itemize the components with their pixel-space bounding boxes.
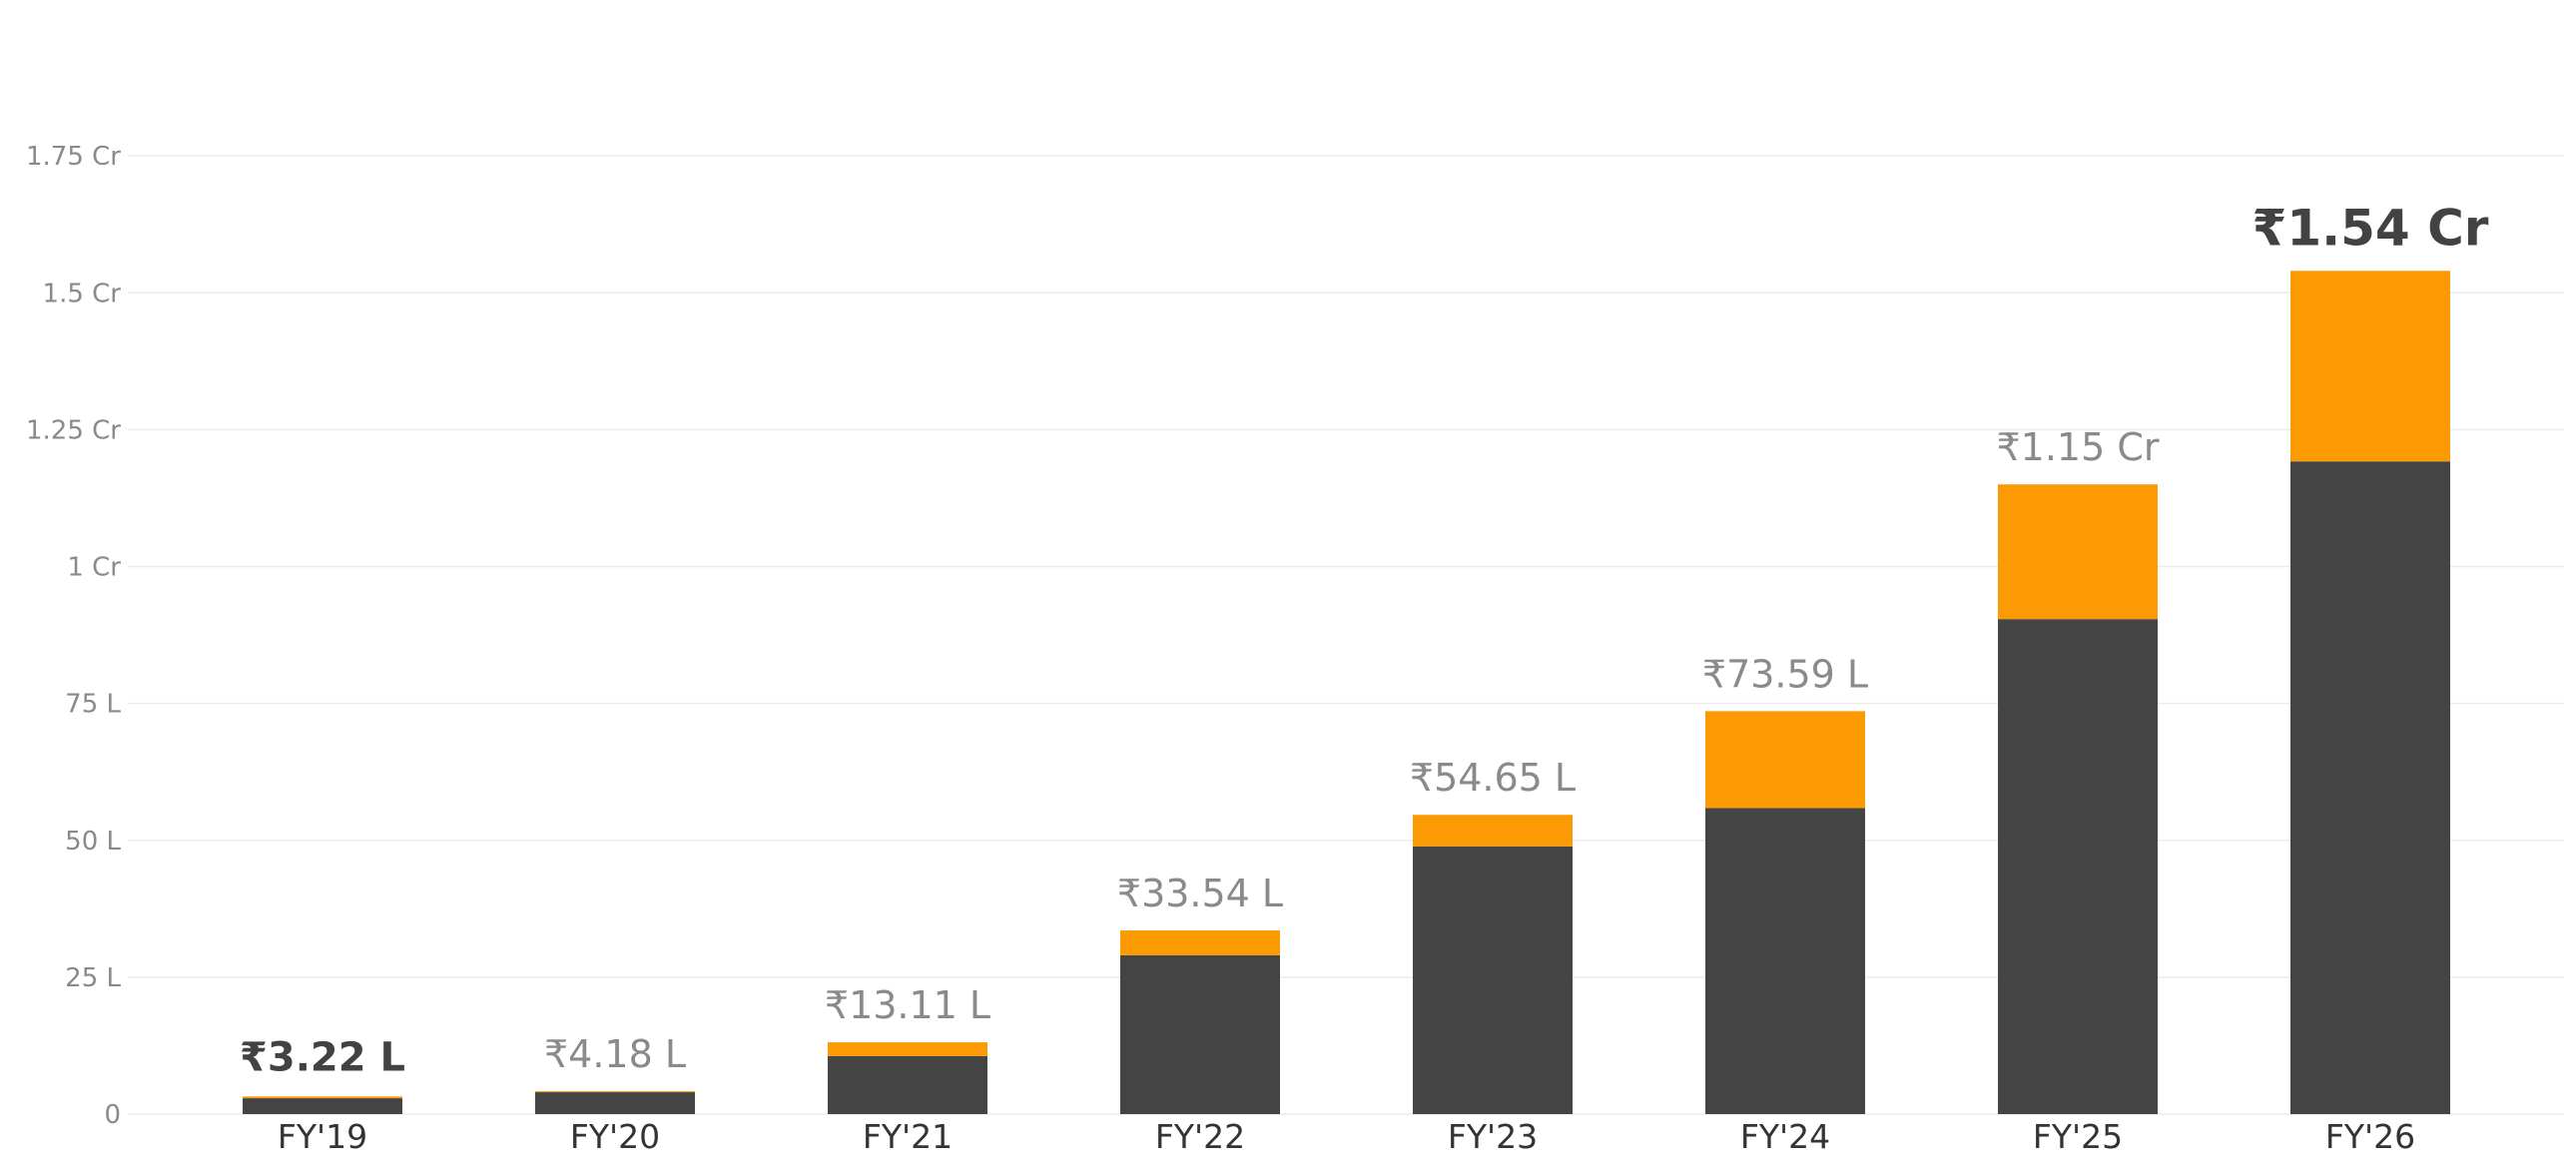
x-tick-label: FY'21 [863,1117,953,1156]
bar-segment-base [535,1092,695,1114]
total-value-label: ₹33.54 L [1117,872,1283,915]
y-tick-label: 25 L [65,963,121,993]
x-tick-label: FY'25 [2033,1117,2123,1156]
bar-segment-base [1705,808,1865,1114]
x-tick-label: FY'19 [278,1117,367,1156]
bar-segment-base [2290,461,2450,1114]
total-value-label: ₹1.54 Cr [2253,199,2489,257]
y-tick-label: 1.5 Cr [43,279,122,308]
x-axis-tick-labels: FY'19 FY'20 FY'21 FY'22 FY'23 FY'24 FY'25 FY'26 [278,1117,2415,1156]
total-value-labels: ₹3.22 L ₹4.18 L ₹13.11 L ₹33.54 L ₹54.65 L ₹7… [240,199,2489,1080]
grid-lines [128,155,2564,1115]
bar-segment-base [243,1098,402,1114]
x-tick-label: FY'24 [1740,1117,1830,1156]
bar-segment-top [243,1096,402,1099]
bar-segment-base [828,1055,987,1114]
total-value-label: ₹54.65 L [1410,756,1576,800]
y-tick-label: 1.25 Cr [26,415,121,445]
total-value-label: ₹13.11 L [825,983,990,1027]
x-tick-label: FY'26 [2325,1117,2415,1156]
y-tick-label: 50 L [65,827,121,857]
total-value-label: ₹73.59 L [1702,652,1868,696]
total-value-label: ₹1.15 Cr [1996,425,2159,469]
bar-segment-top [1413,815,1573,847]
bar-segment-top [2290,271,2450,462]
total-value-label: ₹4.18 L [544,1032,686,1076]
y-tick-label: 75 L [65,690,121,720]
total-value-label: ₹3.22 L [240,1034,405,1080]
bar-segment-top [1998,484,2158,620]
bar-segment-top [1705,711,1865,809]
y-tick-label: 1.75 Cr [26,142,121,172]
y-tick-label: 1 Cr [67,553,121,583]
bar-segment-base [1998,619,2158,1114]
bar-segment-top [535,1091,695,1093]
y-axis-tick-labels: 0 25 L 50 L 75 L 1 Cr 1.25 Cr 1.5 Cr 1.75 Cr [26,142,122,1130]
x-tick-label: FY'20 [570,1117,660,1156]
y-tick-label: 0 [104,1100,121,1130]
x-tick-label: FY'23 [1448,1117,1538,1156]
bar-segment-base [1120,954,1280,1114]
x-tick-label: FY'22 [1155,1117,1245,1156]
bar-segment-base [1413,846,1573,1114]
bar-segment-top [1120,930,1280,955]
bar-segment-top [828,1042,987,1056]
bars [243,271,2450,1114]
